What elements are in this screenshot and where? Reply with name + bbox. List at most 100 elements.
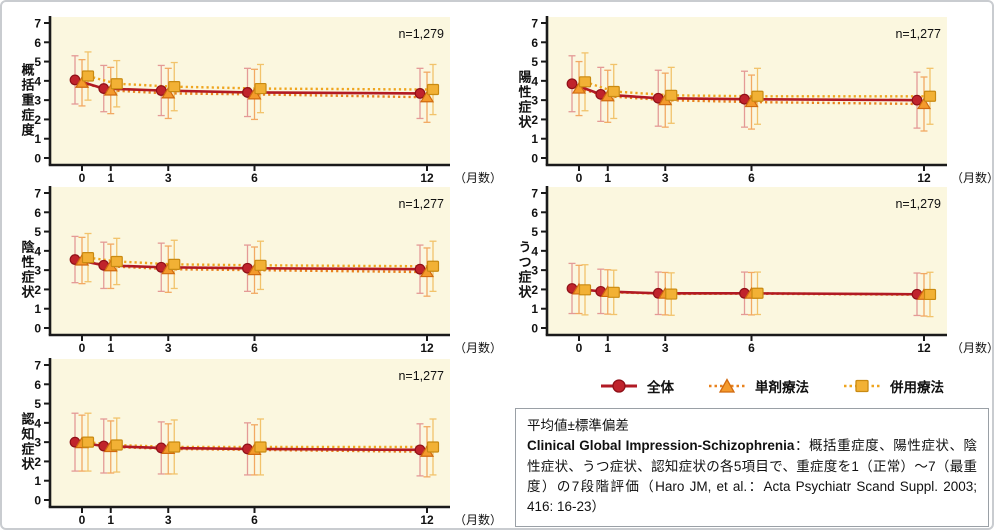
- svg-text:6: 6: [748, 171, 755, 185]
- svg-text:1: 1: [34, 302, 41, 316]
- footnote-scale-text: ：概括重症度、陽性症状、陰性症状、うつ症状、認知症状の各5項目で、重症度を1（正…: [527, 438, 978, 514]
- y-axis-title-positive-symptoms: 陽性症状: [516, 70, 532, 130]
- svg-text:5: 5: [531, 225, 538, 239]
- svg-text:2: 2: [34, 113, 41, 127]
- svg-text:12: 12: [420, 171, 434, 185]
- svg-text:（月数）: （月数）: [454, 340, 496, 355]
- svg-text:0: 0: [34, 152, 41, 166]
- legend-item-tanzai: 単剤療法: [708, 376, 809, 396]
- svg-text:12: 12: [917, 341, 931, 355]
- svg-text:6: 6: [748, 341, 755, 355]
- svg-text:4: 4: [34, 416, 41, 430]
- svg-text:7: 7: [34, 359, 41, 373]
- svg-text:5: 5: [34, 225, 41, 239]
- svg-text:6: 6: [34, 378, 41, 392]
- svg-text:7: 7: [34, 17, 41, 31]
- y-axis-title-overall-severity: 概括重症度: [19, 62, 35, 138]
- svg-text:4: 4: [34, 244, 41, 258]
- legend-label-zentai: 全体: [647, 380, 674, 395]
- svg-text:0: 0: [531, 152, 538, 166]
- legend-label-heiyo: 併用療法: [890, 380, 944, 395]
- svg-text:1: 1: [107, 513, 114, 527]
- svg-text:6: 6: [251, 341, 258, 355]
- svg-text:7: 7: [531, 17, 538, 31]
- svg-text:7: 7: [34, 187, 41, 201]
- svg-text:1: 1: [604, 341, 611, 355]
- legend-marker-square-icon: [844, 379, 880, 393]
- svg-text:0: 0: [79, 171, 86, 185]
- svg-text:6: 6: [251, 513, 258, 527]
- svg-text:1: 1: [531, 132, 538, 146]
- svg-text:12: 12: [420, 341, 434, 355]
- svg-text:3: 3: [34, 264, 41, 278]
- svg-text:2: 2: [531, 113, 538, 127]
- svg-text:2: 2: [34, 283, 41, 297]
- y-axis-title-depressive-symptoms: うつ症状: [516, 240, 532, 300]
- svg-text:3: 3: [662, 171, 669, 185]
- svg-text:0: 0: [79, 513, 86, 527]
- svg-text:3: 3: [165, 341, 172, 355]
- svg-text:0: 0: [531, 322, 538, 336]
- svg-text:5: 5: [531, 55, 538, 69]
- footnote-box: 平均値±標準偏差 Clinical Global Impression-Schi…: [515, 408, 989, 528]
- svg-text:6: 6: [531, 206, 538, 220]
- legend-item-heiyo: 併用療法: [843, 376, 944, 396]
- svg-text:n=1,277: n=1,277: [398, 197, 444, 211]
- svg-text:3: 3: [165, 171, 172, 185]
- svg-text:4: 4: [34, 74, 41, 88]
- svg-text:4: 4: [531, 244, 538, 258]
- svg-text:3: 3: [662, 341, 669, 355]
- svg-text:3: 3: [34, 94, 41, 108]
- svg-text:0: 0: [79, 341, 86, 355]
- footnote-mean-sd: 平均値±標準偏差: [527, 418, 629, 433]
- svg-text:（月数）: （月数）: [951, 340, 993, 355]
- legend-item-zentai: 全体: [600, 376, 674, 396]
- svg-text:5: 5: [34, 55, 41, 69]
- svg-text:3: 3: [34, 436, 41, 450]
- svg-text:3: 3: [531, 94, 538, 108]
- svg-text:1: 1: [531, 302, 538, 316]
- svg-text:6: 6: [531, 36, 538, 50]
- svg-text:7: 7: [531, 187, 538, 201]
- svg-text:1: 1: [34, 132, 41, 146]
- svg-text:（月数）: （月数）: [454, 170, 496, 185]
- legend-label-tanzai: 単剤療法: [755, 380, 809, 395]
- svg-text:6: 6: [34, 206, 41, 220]
- svg-text:1: 1: [34, 474, 41, 488]
- svg-text:6: 6: [34, 36, 41, 50]
- legend: 全体 単剤療法 併用療法: [555, 371, 989, 401]
- legend-marker-triangle-icon: [709, 378, 745, 393]
- svg-text:（月数）: （月数）: [951, 170, 993, 185]
- svg-text:0: 0: [34, 322, 41, 336]
- svg-text:1: 1: [107, 171, 114, 185]
- svg-text:1: 1: [604, 171, 611, 185]
- svg-text:2: 2: [531, 283, 538, 297]
- svg-text:5: 5: [34, 397, 41, 411]
- svg-text:6: 6: [251, 171, 258, 185]
- svg-text:4: 4: [531, 74, 538, 88]
- y-axis-title-negative-symptoms: 陰性症状: [19, 240, 35, 300]
- svg-text:0: 0: [576, 171, 583, 185]
- svg-text:2: 2: [34, 455, 41, 469]
- svg-text:（月数）: （月数）: [454, 512, 496, 527]
- svg-text:n=1,277: n=1,277: [398, 369, 444, 383]
- svg-text:3: 3: [531, 264, 538, 278]
- footnote-scale-name: Clinical Global Impression-Schizophrenia: [527, 438, 795, 454]
- svg-text:n=1,277: n=1,277: [895, 27, 941, 41]
- svg-text:0: 0: [34, 494, 41, 508]
- footnote-scale-description: Clinical Global Impression-Schizophrenia…: [527, 436, 977, 517]
- svg-text:3: 3: [165, 513, 172, 527]
- svg-text:1: 1: [107, 341, 114, 355]
- y-axis-title-cognitive-symptoms: 認知症状: [19, 412, 35, 472]
- svg-text:n=1,279: n=1,279: [398, 27, 444, 41]
